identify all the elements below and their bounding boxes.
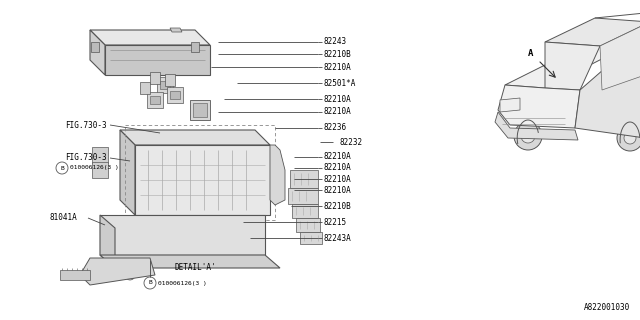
Polygon shape — [147, 92, 163, 108]
Polygon shape — [600, 22, 640, 90]
Polygon shape — [150, 72, 160, 84]
Polygon shape — [92, 162, 108, 178]
Polygon shape — [160, 81, 170, 89]
Text: 82210A: 82210A — [323, 186, 351, 195]
Circle shape — [56, 162, 68, 174]
Polygon shape — [505, 40, 635, 88]
Text: FIG.730-3: FIG.730-3 — [65, 154, 107, 163]
Polygon shape — [165, 74, 175, 86]
Text: 82243A: 82243A — [323, 234, 351, 243]
Polygon shape — [90, 30, 105, 75]
Polygon shape — [157, 77, 173, 93]
Polygon shape — [290, 170, 318, 188]
Polygon shape — [545, 42, 600, 90]
Polygon shape — [190, 100, 210, 120]
Circle shape — [185, 240, 205, 260]
Polygon shape — [296, 218, 320, 232]
Polygon shape — [288, 188, 318, 204]
Polygon shape — [120, 130, 270, 145]
Text: 82210A: 82210A — [323, 108, 351, 116]
Text: FIG.730-3: FIG.730-3 — [65, 121, 107, 130]
Polygon shape — [90, 30, 210, 45]
Circle shape — [624, 132, 636, 144]
Polygon shape — [638, 22, 640, 112]
Polygon shape — [170, 91, 180, 99]
Polygon shape — [292, 204, 318, 218]
Text: 81041A: 81041A — [50, 213, 77, 222]
Text: 82236: 82236 — [323, 124, 346, 132]
Text: 010006126(3 ): 010006126(3 ) — [70, 165, 119, 171]
Polygon shape — [150, 96, 160, 104]
Polygon shape — [92, 147, 108, 163]
Circle shape — [144, 277, 156, 289]
Circle shape — [617, 125, 640, 151]
Polygon shape — [500, 98, 520, 112]
Polygon shape — [191, 42, 199, 52]
Polygon shape — [498, 85, 580, 128]
Polygon shape — [545, 18, 640, 46]
Polygon shape — [60, 270, 90, 280]
Text: A822001030: A822001030 — [584, 303, 630, 312]
Circle shape — [521, 129, 535, 143]
Polygon shape — [270, 145, 285, 205]
Polygon shape — [495, 112, 578, 140]
Polygon shape — [300, 232, 322, 244]
Text: 82210A: 82210A — [323, 164, 351, 172]
Circle shape — [514, 122, 542, 150]
Text: 82210A: 82210A — [323, 175, 351, 184]
Polygon shape — [193, 103, 207, 117]
Polygon shape — [167, 87, 183, 103]
Text: 82210A: 82210A — [323, 152, 351, 161]
Text: 82210A: 82210A — [323, 95, 351, 104]
Polygon shape — [140, 82, 150, 94]
Polygon shape — [135, 145, 270, 215]
Polygon shape — [105, 45, 210, 75]
Text: 82232: 82232 — [339, 138, 362, 147]
Polygon shape — [100, 215, 265, 255]
Text: 82243: 82243 — [323, 37, 346, 46]
Text: 82210B: 82210B — [323, 202, 351, 211]
Polygon shape — [120, 130, 135, 215]
Text: B: B — [60, 165, 64, 171]
Text: 82210B: 82210B — [323, 50, 351, 59]
Circle shape — [273, 154, 281, 162]
Polygon shape — [91, 42, 99, 52]
Text: 010006126(3 ): 010006126(3 ) — [158, 281, 207, 285]
Text: 82215: 82215 — [323, 218, 346, 227]
Polygon shape — [170, 28, 182, 32]
Polygon shape — [575, 22, 640, 138]
Circle shape — [125, 270, 135, 280]
Text: 82210A: 82210A — [323, 63, 351, 72]
Text: B: B — [148, 281, 152, 285]
Text: A: A — [528, 50, 533, 59]
Text: 82501*A: 82501*A — [323, 79, 355, 88]
Polygon shape — [100, 215, 115, 268]
Polygon shape — [100, 255, 280, 268]
Polygon shape — [80, 258, 155, 285]
Text: DETAIL'A': DETAIL'A' — [174, 263, 216, 273]
